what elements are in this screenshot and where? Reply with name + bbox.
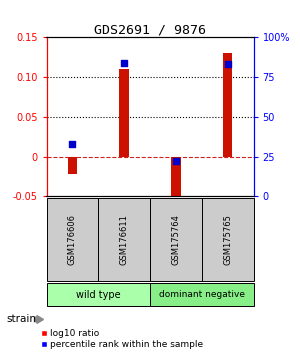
Bar [119,69,129,156]
Bar [68,156,77,174]
Text: GSM176611: GSM176611 [120,215,129,265]
Point [70,141,75,147]
Text: strain: strain [6,314,36,325]
Point [225,61,230,67]
Point [122,60,127,65]
Title: GDS2691 / 9876: GDS2691 / 9876 [94,23,206,36]
Text: wild type: wild type [76,290,121,300]
Text: dominant negative: dominant negative [159,290,245,299]
Text: GSM175764: GSM175764 [171,215,180,265]
Legend: log10 ratio, percentile rank within the sample: log10 ratio, percentile rank within the … [40,329,204,349]
Bar [223,53,232,156]
Point [173,159,178,164]
Text: GSM176606: GSM176606 [68,214,77,266]
Bar [171,156,181,209]
Text: GSM175765: GSM175765 [223,215,232,265]
